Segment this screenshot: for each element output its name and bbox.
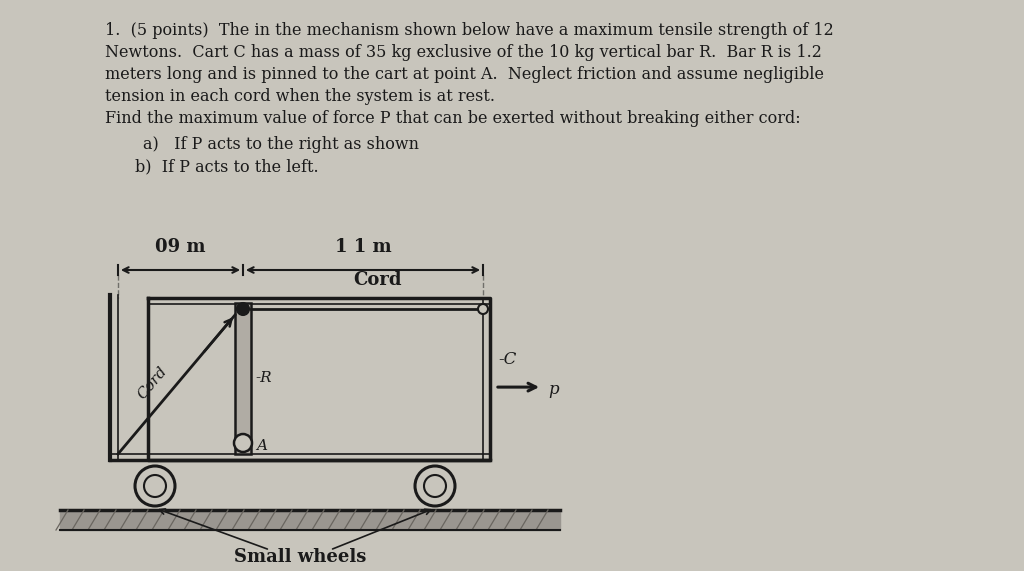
Text: 1 1 m: 1 1 m — [335, 238, 391, 256]
Text: Cord: Cord — [352, 271, 401, 289]
Circle shape — [237, 303, 249, 315]
Text: p: p — [548, 381, 559, 397]
Text: b)  If P acts to the left.: b) If P acts to the left. — [135, 158, 318, 175]
Circle shape — [234, 434, 252, 452]
Text: 1.  (5 points)  The in the mechanism shown below have a maximum tensile strength: 1. (5 points) The in the mechanism shown… — [105, 22, 834, 39]
Text: -C: -C — [498, 351, 516, 368]
Text: Small wheels: Small wheels — [233, 548, 367, 566]
Text: a)   If P acts to the right as shown: a) If P acts to the right as shown — [143, 136, 419, 153]
Circle shape — [424, 475, 446, 497]
Circle shape — [415, 466, 455, 506]
Bar — [234, 303, 251, 454]
Text: 09 m: 09 m — [155, 238, 205, 256]
Circle shape — [478, 304, 488, 314]
Text: -R: -R — [255, 371, 271, 385]
Text: tension in each cord when the system is at rest.: tension in each cord when the system is … — [105, 88, 495, 105]
Text: meters long and is pinned to the cart at point A.  Neglect friction and assume n: meters long and is pinned to the cart at… — [105, 66, 824, 83]
Circle shape — [144, 475, 166, 497]
Text: Find the maximum value of force P that can be exerted without breaking either co: Find the maximum value of force P that c… — [105, 110, 801, 127]
Text: Cord: Cord — [135, 364, 170, 403]
Text: Newtons.  Cart C has a mass of 35 kg exclusive of the 10 kg vertical bar R.  Bar: Newtons. Cart C has a mass of 35 kg excl… — [105, 44, 822, 61]
Text: A: A — [256, 439, 267, 453]
Circle shape — [135, 466, 175, 506]
